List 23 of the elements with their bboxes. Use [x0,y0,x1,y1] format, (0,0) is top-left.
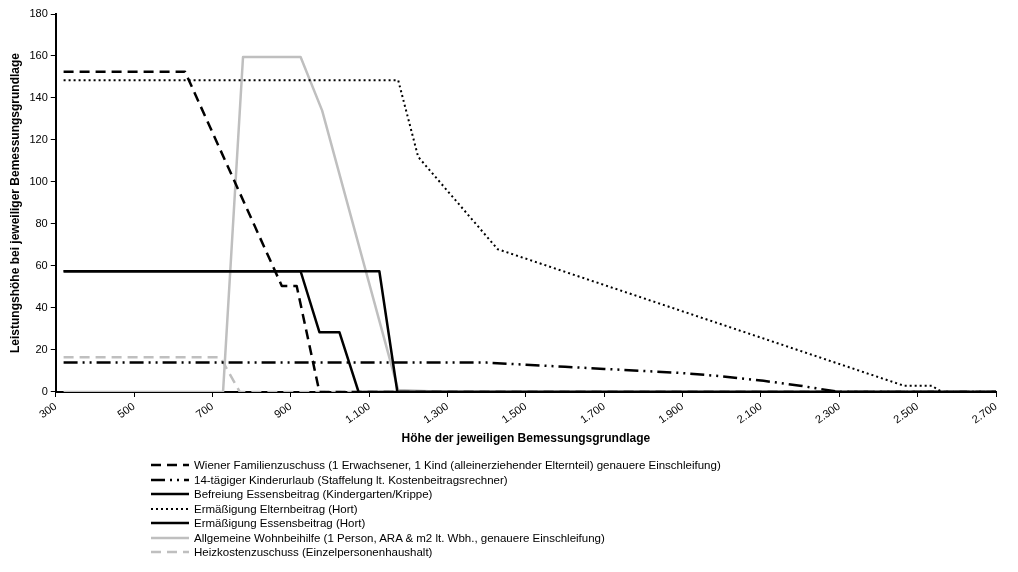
y-tick-label: 20 [35,343,48,356]
legend-label: Ermäßigung Elternbeitrag (Hort) [194,501,358,516]
y-tick-label: 80 [35,217,48,230]
legend-label: Ermäßigung Essensbeitrag (Hort) [194,516,366,531]
y-tick-label: 180 [29,7,48,20]
legend-label: 14-tägiger Kinderurlaub (Staffelung lt. Kostenbeitragsrechner) [194,472,508,487]
legend-label: Heizkostenzuschuss (Einzelpersonenhaushalt) [194,545,433,560]
x-tick-label: 900 [271,399,294,421]
y-tick-label: 100 [29,175,48,188]
x-tick-label: 700 [193,399,216,421]
legend-label: Allgemeine Wohnbeihilfe (1 Person, ARA & m2 lt. Wbh., genauere Einschleifung) [194,530,605,545]
x-tick-label: 300 [36,399,59,421]
y-tick-label: 160 [29,49,48,62]
x-axis-title: Höhe der jeweiligen Bemessungsgrundlage [401,431,651,446]
legend-label: Befreiung Essensbeitrag (Kindergarten/Krippe) [194,487,433,502]
y-tick-label: 140 [29,91,48,104]
legend-label: Wiener Familienzuschuss (1 Erwachsener, 1 Kind (alleinerziehender Elternteil) genauere Einschleifung) [194,458,721,473]
y-axis-title: Leistungshöhe bei jeweiliger Bemessungsgrundlage [7,52,22,354]
y-tick-label: 40 [35,301,48,314]
x-tick-label: 500 [115,399,137,421]
y-tick-label: 120 [29,133,48,146]
y-tick-label: 0 [41,385,48,398]
y-tick-label: 60 [35,259,48,272]
